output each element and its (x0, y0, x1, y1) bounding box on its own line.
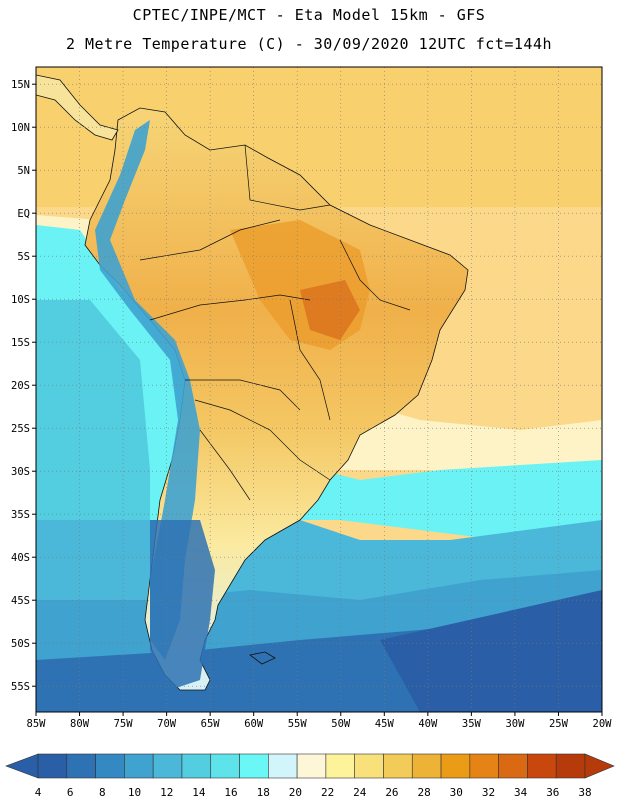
colorbar-swatch (181, 753, 212, 779)
lat-tick-label: 55S (11, 681, 30, 693)
colorbar-swatch (469, 753, 499, 779)
country-borders (139, 144, 411, 501)
colorbar-low-arrow (5, 753, 39, 779)
falkland-islands (249, 651, 276, 665)
lat-tick-label: 35S (11, 509, 30, 521)
colorbar-label: 34 (514, 786, 528, 799)
deepest-blue-band (380, 590, 602, 712)
colorbar-swatch (66, 753, 96, 779)
colorbar-label: 20 (289, 786, 302, 799)
central-america-land (36, 74, 119, 141)
axis-ticks: 15N 10N 5N EQ 5S 10S 15S 20S 25S 30S 35S 40S 45S 50S 5… (11, 79, 612, 730)
lat-tick-label: 50S (11, 638, 30, 650)
colorbar-swatch (440, 753, 471, 779)
colorbar-label: 16 (224, 786, 237, 799)
colorbar-label: 10 (128, 786, 141, 799)
colorbar-label: 18 (257, 786, 270, 799)
colorbar-label: 32 (482, 786, 495, 799)
colorbar-swatch (383, 753, 413, 779)
lon-tick-label: 45W (375, 718, 395, 730)
colorbar-swatch (210, 753, 240, 779)
lon-tick-label: 85W (27, 718, 47, 730)
colorbar-swatch (325, 753, 355, 779)
colorbar-high-arrow (584, 753, 615, 779)
lon-tick-label: 75W (114, 718, 134, 730)
lat-tick-label: 45S (11, 595, 30, 607)
lat-tick-label: 20S (11, 380, 30, 392)
colorbar-swatch (239, 753, 269, 779)
lon-tick-label: 70W (157, 718, 177, 730)
lat-tick-label: 10S (11, 294, 30, 306)
lat-tick-label: EQ (17, 208, 30, 220)
colorbar-label: 4 (35, 786, 42, 799)
lon-tick-label: 25W (549, 718, 569, 730)
colorbar-swatch (37, 753, 68, 779)
lat-tick-label: 10N (11, 122, 30, 134)
temperature-map: 15N 10N 5N EQ 5S 10S 15S 20S 25S 30S 35S 40S 45S 50S 5… (11, 66, 612, 730)
map-subtitle: 2 Metre Temperature (C) - 30/09/2020 12U… (65, 35, 553, 53)
lon-tick-label: 35W (462, 718, 482, 730)
lon-tick-label: 60W (244, 718, 264, 730)
colorbar-label: 36 (546, 786, 559, 799)
hottest-core (300, 280, 360, 340)
colorbar-label: 22 (321, 786, 334, 799)
lon-tick-label: 20W (593, 718, 613, 730)
map-frame (35, 66, 603, 713)
colorbar-label: 12 (160, 786, 173, 799)
lat-tick-label: 5N (17, 165, 30, 177)
lon-tick-label: 30W (505, 718, 525, 730)
lon-tick-label: 50W (331, 718, 351, 730)
colorbar-label: 8 (99, 786, 106, 799)
lat-tick-label: 5S (17, 251, 30, 263)
colorbar-swatch (411, 753, 442, 779)
patagonia-cold (150, 520, 215, 690)
colorbar-label: 30 (450, 786, 463, 799)
lon-tick-label: 40W (418, 718, 438, 730)
colorbar-swatch (555, 753, 586, 779)
colorbar-label: 26 (385, 786, 398, 799)
teal-band (36, 300, 150, 580)
colorbar-label: 14 (192, 786, 206, 799)
colorbar-label: 6 (67, 786, 74, 799)
colorbar-swatch (498, 753, 528, 779)
lon-tick-label: 80W (70, 718, 90, 730)
lat-tick-label: 40S (11, 552, 30, 564)
colorbar-swatch (296, 753, 327, 779)
lat-tick-label: 25S (11, 423, 30, 435)
colorbar-swatch (124, 753, 154, 779)
colorbar-swatch (95, 753, 125, 779)
colorbar-label: 28 (417, 786, 430, 799)
colorbar-swatch (152, 753, 183, 779)
colorbar-label: 24 (353, 786, 367, 799)
lat-tick-label: 30S (11, 466, 30, 478)
colorbar: 4 6 8 10 12 14 16 18 20 22 24 26 28 30 32 34 36 38 (5, 753, 615, 799)
colorbar-swatch (527, 753, 557, 779)
colorbar-swatch (354, 753, 384, 779)
lat-tick-label: 15N (11, 79, 30, 91)
colorbar-swatch (268, 753, 298, 779)
lon-tick-label: 55W (288, 718, 308, 730)
lon-tick-label: 65W (201, 718, 221, 730)
lat-tick-label: 15S (11, 337, 30, 349)
colorbar-label: 38 (578, 786, 591, 799)
map-title: CPTEC/INPE/MCT - Eta Model 15km - GFS (132, 6, 486, 24)
